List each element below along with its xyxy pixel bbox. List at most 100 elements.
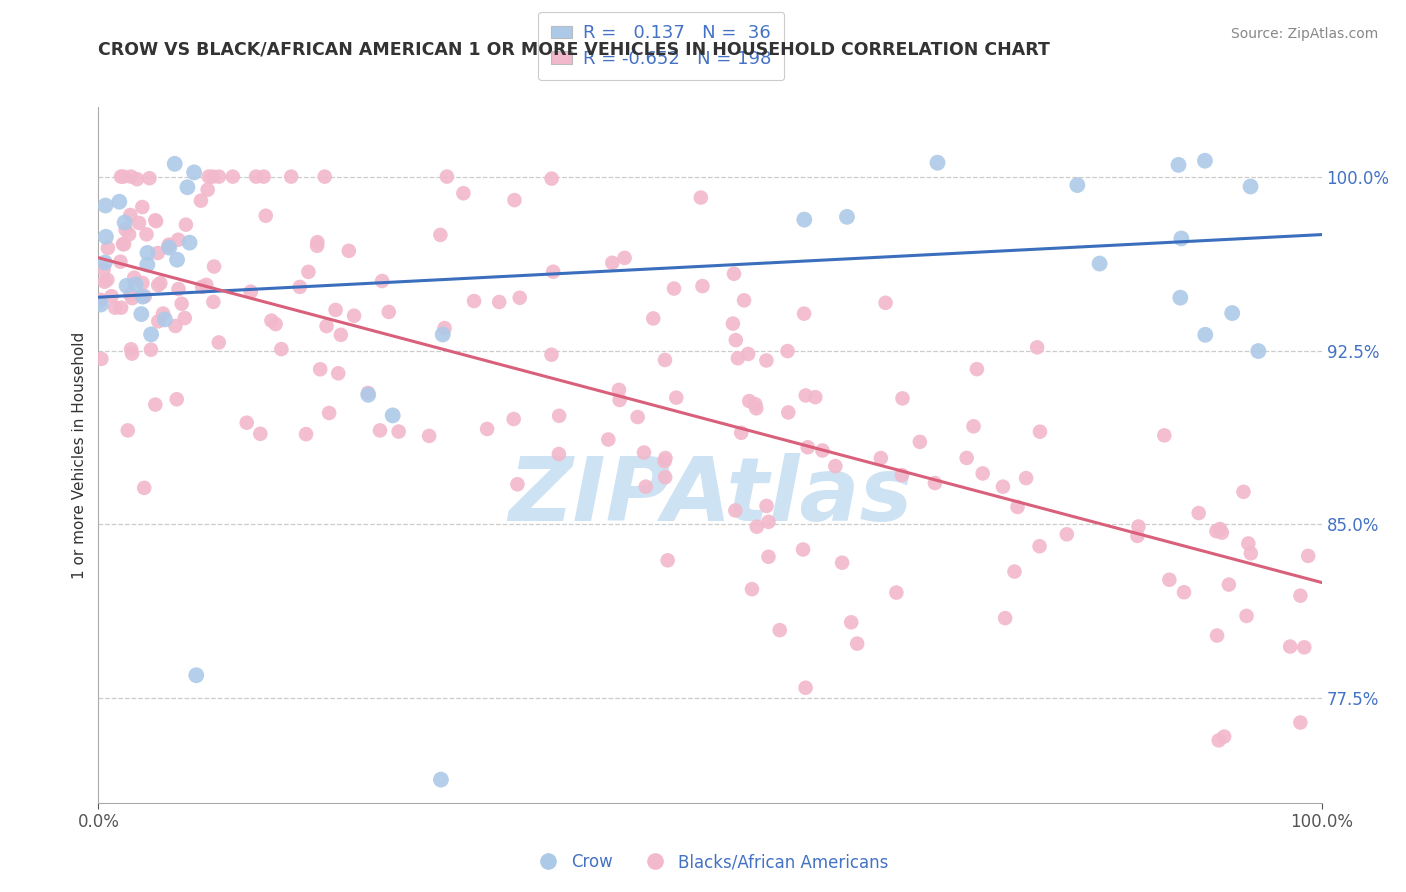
Point (112, 169, 135, 184)
Point (329, 327, 352, 342)
Point (475, 422, 498, 436)
Point (1208, 733, 1230, 747)
Point (136, 246, 159, 260)
Point (488, 295, 510, 310)
Point (235, 416, 257, 430)
Point (146, 278, 169, 293)
Point (1153, 428, 1175, 442)
Point (121, 291, 143, 305)
Point (1232, 484, 1254, 499)
Point (90, 293, 112, 307)
Point (886, 585, 908, 599)
Point (776, 344, 799, 359)
Point (186, 668, 208, 682)
Point (118, 227, 141, 242)
Point (1206, 628, 1229, 642)
Point (1240, 546, 1263, 560)
Point (120, 169, 142, 184)
Point (654, 450, 676, 465)
Point (1168, 291, 1191, 305)
Point (733, 293, 755, 308)
Point (128, 216, 150, 230)
Point (157, 241, 180, 255)
Point (692, 279, 714, 293)
Point (179, 235, 201, 250)
Point (1209, 522, 1232, 536)
Point (166, 392, 188, 407)
Point (139, 343, 162, 357)
Point (270, 342, 292, 356)
Point (143, 398, 166, 412)
Point (891, 468, 914, 483)
Point (190, 194, 212, 208)
Point (176, 180, 198, 194)
Point (143, 213, 166, 227)
Point (131, 200, 153, 214)
Point (1236, 608, 1258, 623)
Point (1194, 153, 1216, 168)
Point (343, 309, 366, 323)
Point (202, 260, 225, 274)
Point (1029, 425, 1052, 439)
Point (737, 347, 759, 361)
Point (148, 314, 170, 328)
Point (796, 440, 818, 454)
Point (318, 406, 340, 420)
Point (368, 424, 391, 438)
Point (183, 165, 205, 179)
Point (839, 615, 862, 630)
Point (131, 290, 153, 304)
Point (173, 311, 195, 326)
Point (804, 390, 827, 404)
Point (1247, 344, 1270, 359)
Point (506, 477, 529, 491)
Point (654, 454, 676, 468)
Point (463, 293, 485, 308)
Point (502, 412, 524, 426)
Point (357, 385, 380, 400)
Point (295, 427, 318, 442)
Point (758, 549, 780, 564)
Point (288, 280, 311, 294)
Point (540, 348, 562, 362)
Point (433, 321, 456, 335)
Point (115, 278, 138, 293)
Point (117, 424, 139, 438)
Point (120, 287, 142, 301)
Point (432, 327, 454, 342)
Point (328, 366, 350, 380)
Point (607, 383, 630, 397)
Point (94, 198, 117, 212)
Point (962, 419, 984, 434)
Point (654, 470, 676, 484)
Point (94, 255, 117, 269)
Point (93, 275, 115, 289)
Point (540, 171, 562, 186)
Point (191, 280, 214, 294)
Point (138, 171, 160, 186)
Point (100, 289, 122, 303)
Point (1126, 529, 1149, 543)
Point (665, 391, 688, 405)
Point (727, 351, 749, 366)
Text: ZIPAtlas: ZIPAtlas (508, 453, 912, 541)
Point (111, 237, 134, 252)
Point (927, 155, 949, 169)
Point (627, 409, 650, 424)
Point (824, 459, 846, 474)
Point (793, 307, 815, 321)
Point (96, 273, 118, 287)
Point (131, 276, 153, 290)
Point (689, 190, 711, 204)
Point (239, 285, 262, 299)
Point (875, 295, 897, 310)
Point (157, 237, 180, 252)
Point (723, 267, 745, 281)
Point (418, 429, 440, 443)
Point (114, 223, 136, 237)
Point (245, 169, 267, 184)
Point (254, 209, 277, 223)
Point (195, 277, 218, 292)
Point (1028, 539, 1050, 553)
Point (598, 433, 620, 447)
